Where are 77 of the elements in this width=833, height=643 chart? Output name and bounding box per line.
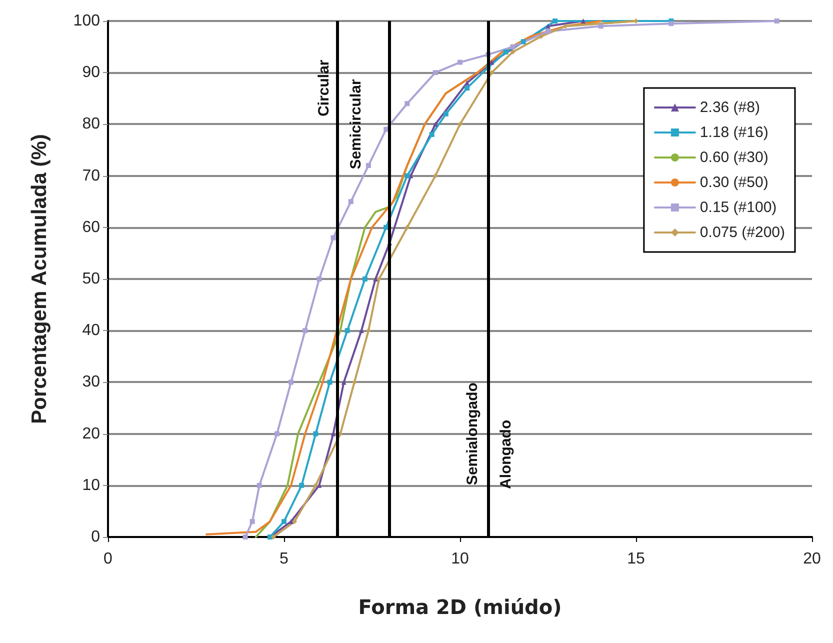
point — [341, 380, 346, 385]
point — [432, 70, 438, 76]
point — [546, 24, 550, 29]
annotation: Semicircular — [347, 79, 364, 170]
point — [552, 18, 558, 24]
point — [668, 21, 674, 26]
point — [443, 111, 448, 116]
point — [362, 276, 368, 282]
point — [634, 18, 638, 24]
point — [458, 122, 462, 127]
y-tick-label: 50 — [82, 270, 100, 288]
annotation: Semialongado — [464, 382, 482, 486]
point — [242, 534, 248, 540]
point — [270, 534, 276, 540]
point — [510, 49, 516, 54]
point — [292, 519, 298, 524]
point — [313, 431, 318, 436]
legend-label: 2.36 (#8) — [700, 99, 760, 116]
annotation: Circular — [316, 60, 333, 116]
point — [373, 276, 378, 282]
y-tick-label: 80 — [82, 116, 100, 133]
point — [404, 173, 410, 178]
point — [503, 49, 508, 54]
point — [274, 431, 280, 436]
annotation: Alongado — [497, 420, 514, 490]
point — [458, 60, 462, 65]
point — [376, 276, 382, 282]
legend-label: 0.15 (#100) — [700, 199, 777, 216]
y-tick-label: 100 — [73, 12, 100, 30]
point — [432, 122, 438, 127]
point — [464, 80, 470, 86]
point — [546, 28, 550, 34]
y-tick-label: 10 — [82, 476, 100, 494]
y-axis-title: Porcentagem Acumulada (%) — [28, 134, 51, 424]
point — [330, 235, 336, 240]
point — [404, 224, 410, 230]
point — [344, 328, 350, 334]
point — [302, 328, 308, 334]
point — [598, 24, 604, 29]
x-tick-label: 10 — [451, 550, 469, 568]
legend-label: 1.18 (#16) — [700, 124, 768, 141]
y-tick-label: 70 — [82, 167, 100, 184]
point — [256, 482, 262, 488]
y-tick-label: 0 — [91, 528, 100, 546]
point — [538, 34, 544, 39]
point — [316, 276, 322, 282]
y-tick-label: 90 — [82, 64, 100, 82]
x-tick-label: 15 — [627, 550, 645, 568]
y-tick-label: 40 — [82, 322, 100, 340]
point — [352, 380, 357, 385]
legend-label: 0.30 (#50) — [700, 174, 768, 191]
point — [429, 132, 434, 138]
point — [327, 380, 332, 385]
point — [366, 162, 371, 168]
x-tick-label: 0 — [104, 550, 113, 568]
point — [580, 18, 586, 24]
point — [288, 380, 294, 385]
legend-label: 0.075 (#200) — [700, 224, 786, 241]
point — [510, 44, 516, 50]
point — [404, 101, 410, 106]
x-tick-label: 5 — [280, 550, 289, 568]
point — [313, 482, 318, 488]
point — [250, 519, 255, 524]
x-tick-label: 20 — [803, 550, 821, 568]
point — [774, 18, 780, 24]
point — [299, 482, 304, 488]
point — [464, 86, 470, 91]
line-series — [206, 20, 602, 536]
y-tick-label: 20 — [82, 425, 100, 442]
point — [282, 519, 286, 524]
point — [432, 173, 438, 178]
x-axis-title: Forma 2D (miúdo) — [358, 595, 562, 619]
y-tick-label: 30 — [82, 374, 100, 391]
point — [348, 199, 354, 204]
legend-label: 0.60 (#30) — [700, 149, 768, 166]
point — [366, 328, 371, 334]
y-tick-label: 60 — [82, 218, 100, 236]
